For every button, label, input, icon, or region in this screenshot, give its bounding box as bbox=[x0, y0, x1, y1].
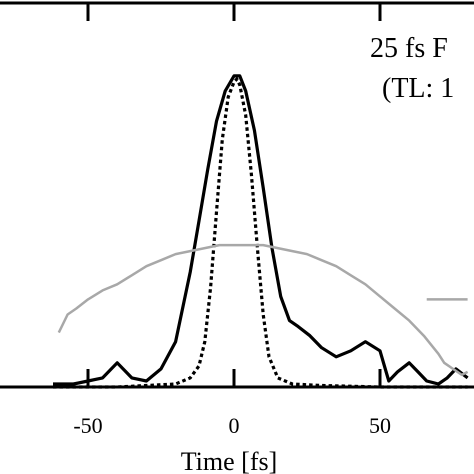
series-line-3 bbox=[57, 243, 469, 377]
series-line-1 bbox=[53, 74, 469, 386]
series-layer bbox=[53, 74, 469, 389]
x-tick-label-0: -50 bbox=[73, 413, 102, 438]
annotation-line-1: 25 fs F bbox=[370, 33, 448, 64]
x-tick-label-1: 0 bbox=[229, 413, 240, 438]
series-line-2 bbox=[53, 77, 468, 389]
x-axis-label: Time [fs] bbox=[181, 447, 278, 474]
annotation-line-2: (TL: 1 bbox=[382, 73, 454, 104]
x-tick-labels: -50 0 50 bbox=[73, 413, 391, 438]
x-tick-label-2: 50 bbox=[369, 413, 391, 438]
x-ticks bbox=[86, 3, 382, 387]
